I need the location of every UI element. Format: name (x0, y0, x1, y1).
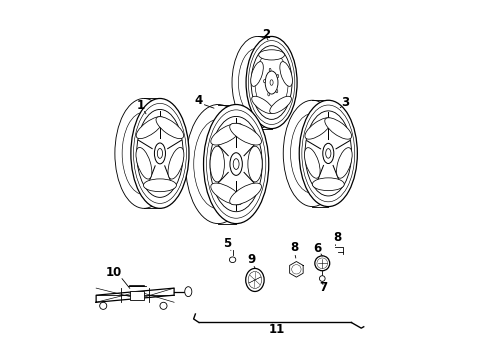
Ellipse shape (283, 100, 342, 207)
Ellipse shape (325, 118, 352, 139)
Text: 8: 8 (290, 241, 298, 254)
Ellipse shape (203, 104, 269, 224)
Ellipse shape (230, 123, 262, 145)
Polygon shape (96, 288, 174, 302)
Ellipse shape (131, 99, 189, 208)
Ellipse shape (265, 71, 278, 94)
Ellipse shape (268, 93, 270, 96)
Ellipse shape (211, 183, 243, 205)
Ellipse shape (156, 117, 184, 139)
Ellipse shape (259, 50, 285, 60)
Ellipse shape (229, 257, 236, 262)
Text: 8: 8 (333, 231, 341, 244)
Ellipse shape (160, 302, 167, 309)
FancyBboxPatch shape (130, 291, 144, 300)
Ellipse shape (245, 269, 264, 292)
Polygon shape (290, 261, 303, 277)
Text: 6: 6 (314, 242, 322, 255)
Ellipse shape (270, 80, 273, 85)
Ellipse shape (305, 111, 351, 196)
Ellipse shape (323, 143, 334, 163)
Ellipse shape (233, 159, 239, 170)
Ellipse shape (137, 109, 183, 197)
Ellipse shape (194, 120, 243, 209)
Text: 3: 3 (341, 95, 349, 108)
Ellipse shape (291, 113, 334, 193)
Ellipse shape (154, 143, 166, 164)
Ellipse shape (337, 148, 352, 178)
Ellipse shape (99, 302, 107, 309)
Ellipse shape (299, 100, 357, 207)
Ellipse shape (276, 90, 278, 93)
Ellipse shape (326, 149, 331, 158)
Ellipse shape (248, 146, 262, 182)
Ellipse shape (277, 75, 279, 78)
Ellipse shape (252, 96, 273, 113)
Ellipse shape (157, 148, 163, 158)
Ellipse shape (269, 68, 271, 72)
Ellipse shape (136, 117, 164, 139)
Ellipse shape (211, 123, 243, 145)
Ellipse shape (239, 48, 277, 117)
Ellipse shape (264, 80, 266, 83)
Ellipse shape (210, 146, 224, 182)
Ellipse shape (270, 96, 292, 113)
Ellipse shape (232, 36, 283, 129)
Ellipse shape (315, 256, 330, 271)
Text: 7: 7 (319, 280, 328, 293)
Ellipse shape (115, 99, 173, 208)
Text: 5: 5 (223, 237, 231, 250)
Ellipse shape (280, 62, 293, 86)
Text: 11: 11 (269, 323, 285, 336)
Ellipse shape (168, 148, 184, 179)
Ellipse shape (144, 179, 176, 192)
Ellipse shape (186, 104, 251, 224)
Ellipse shape (251, 62, 263, 86)
Ellipse shape (136, 148, 152, 179)
Ellipse shape (255, 53, 288, 112)
Text: 9: 9 (247, 253, 255, 266)
Ellipse shape (230, 153, 243, 175)
Ellipse shape (312, 178, 344, 191)
Text: 1: 1 (136, 99, 145, 112)
Ellipse shape (210, 116, 262, 212)
Ellipse shape (251, 46, 292, 120)
Ellipse shape (185, 287, 192, 297)
Ellipse shape (304, 148, 320, 178)
Ellipse shape (319, 276, 325, 282)
Ellipse shape (230, 183, 262, 205)
Ellipse shape (246, 36, 297, 129)
Ellipse shape (305, 118, 332, 139)
Text: 10: 10 (106, 266, 122, 279)
Ellipse shape (122, 112, 166, 195)
Text: 4: 4 (195, 94, 203, 107)
Text: 2: 2 (262, 28, 270, 41)
